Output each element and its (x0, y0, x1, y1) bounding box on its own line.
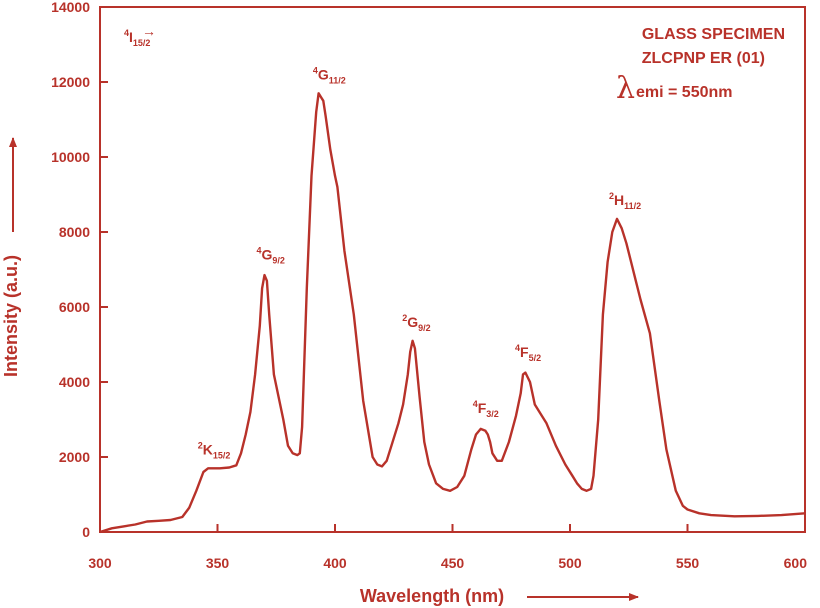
peak-label-sup: 4 (515, 343, 520, 353)
peak-label-sup: 2 (198, 440, 203, 450)
peak-label-main: F (520, 344, 529, 360)
y-tick-label: 2000 (59, 449, 90, 465)
peak-label: 4G9/2 (257, 245, 285, 265)
peak-label-sub: 9/2 (418, 323, 431, 333)
legend-emission: emi = 550nm (636, 84, 733, 101)
x-tick-label: 550 (676, 555, 700, 571)
peak-label: 2G9/2 (402, 313, 430, 333)
peak-label: 2K15/2 (198, 440, 231, 460)
peak-label: 2H11/2 (609, 191, 641, 211)
peak-label-sub: 5/2 (529, 353, 542, 363)
transition-label: 4I15/2 (124, 28, 150, 48)
peak-label-sup: 4 (313, 65, 318, 75)
x-tick-label: 350 (206, 555, 230, 571)
peak-label: 4F3/2 (473, 399, 499, 419)
y-tick-label: 10000 (51, 149, 90, 165)
y-tick-label: 12000 (51, 74, 90, 90)
y-tick-label: 4000 (59, 374, 90, 390)
y-axis-title: Intensity (a.u.) (1, 255, 21, 377)
y-tick-label: 14000 (51, 0, 90, 15)
peak-label-main: K (203, 441, 213, 457)
transition-main: I (129, 29, 133, 45)
transition-arrow: → (142, 23, 156, 39)
peak-label: 4G11/2 (313, 65, 346, 85)
x-axis-title: Wavelength (nm) (360, 586, 504, 606)
transition-sub: 15/2 (133, 38, 151, 48)
peak-label-sup: 4 (257, 245, 262, 255)
y-tick-label: 6000 (59, 299, 90, 315)
peak-label-main: H (614, 192, 624, 208)
lambda-symbol: λ (616, 71, 635, 106)
peak-label-sup: 2 (609, 191, 614, 201)
legend-line2: ZLCPNP ER (01) (642, 50, 765, 67)
peak-label-sub: 9/2 (272, 255, 285, 265)
peak-label: 4F5/2 (515, 343, 541, 363)
x-tick-label: 400 (323, 555, 347, 571)
peak-label-sup: 4 (473, 399, 478, 409)
x-tick-label: 600 (784, 555, 808, 571)
x-tick-label: 500 (558, 555, 582, 571)
series-line (99, 92, 806, 534)
transition-sup: 4 (124, 28, 129, 38)
peak-label-sub: 11/2 (329, 75, 346, 85)
y-tick-label: 0 (82, 524, 90, 540)
x-tick-label: 450 (441, 555, 465, 571)
peak-label-main: G (318, 66, 329, 82)
peak-label-main: F (478, 400, 487, 416)
y-axis-ticks: 0 2000 4000 6000 8000 10000 12000 14000 (51, 0, 108, 540)
peak-label-sub: 15/2 (213, 450, 231, 460)
peak-label-sub: 3/2 (486, 409, 499, 419)
x-tick-label: 300 (88, 555, 112, 571)
peak-label-main: G (262, 246, 273, 262)
legend-line1: GLASS SPECIMEN (642, 26, 785, 43)
x-axis-ticks: 300 350 400 450 500 550 600 (88, 524, 807, 571)
peak-label-sup: 2 (402, 313, 407, 323)
peak-label-main: G (407, 314, 418, 330)
y-tick-label: 8000 (59, 224, 90, 240)
peak-label-sub: 11/2 (624, 201, 641, 211)
